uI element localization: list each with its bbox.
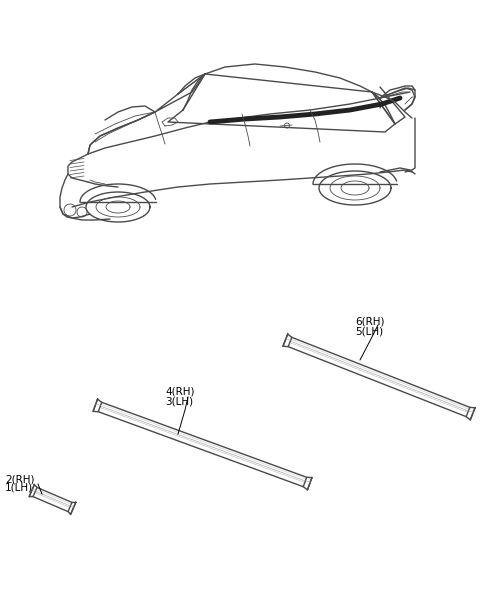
Text: 3(LH): 3(LH) bbox=[165, 396, 193, 406]
Text: 4(RH): 4(RH) bbox=[165, 387, 194, 397]
Text: 6(RH): 6(RH) bbox=[355, 317, 384, 327]
Text: 1(LH): 1(LH) bbox=[5, 483, 33, 493]
Text: 2(RH): 2(RH) bbox=[5, 474, 35, 484]
Text: 5(LH): 5(LH) bbox=[355, 326, 383, 336]
